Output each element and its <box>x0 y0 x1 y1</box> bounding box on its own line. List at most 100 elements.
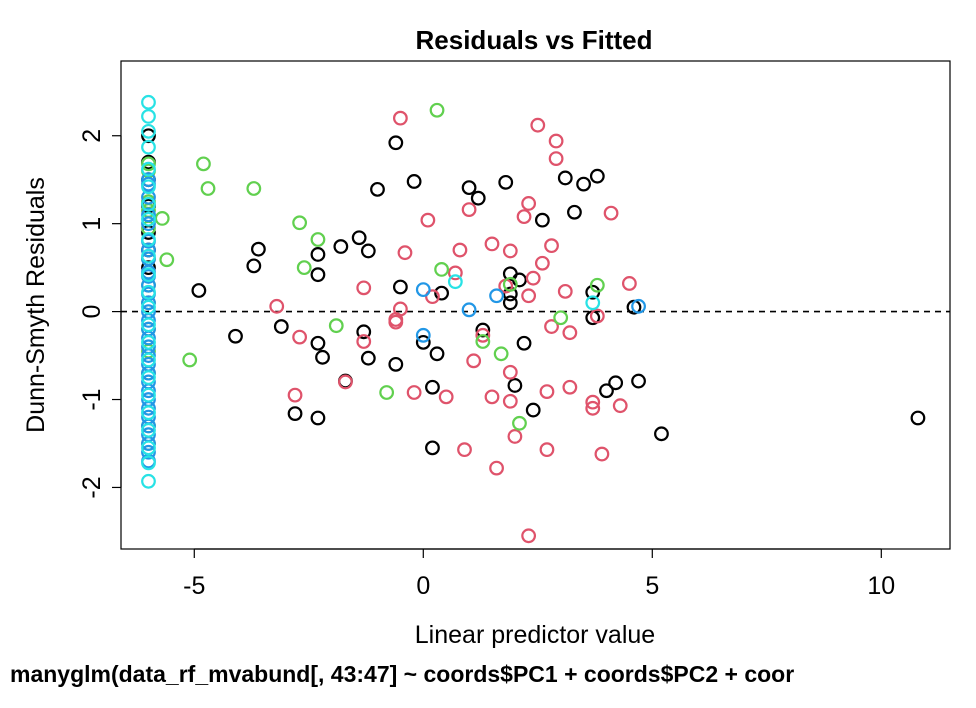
data-point <box>310 232 326 247</box>
data-point <box>489 460 504 476</box>
data-point <box>539 384 555 400</box>
data-point <box>360 350 376 366</box>
data-point <box>447 265 463 281</box>
data-point <box>228 328 243 344</box>
data-point <box>585 400 601 416</box>
data-point <box>498 174 514 190</box>
data-point <box>461 180 477 196</box>
data-point <box>141 207 156 223</box>
points-layer <box>141 94 926 544</box>
data-point <box>141 422 156 438</box>
data-point <box>141 179 156 195</box>
data-point <box>425 440 440 456</box>
data-point <box>141 108 156 124</box>
chart-title: Residuals vs Fitted <box>416 25 653 55</box>
data-point <box>406 385 422 400</box>
data-point <box>315 349 330 365</box>
data-point <box>576 176 591 192</box>
data-point <box>599 383 614 399</box>
series-5 <box>141 94 601 489</box>
data-point <box>521 288 537 304</box>
data-point <box>141 161 156 177</box>
data-point <box>603 205 619 221</box>
data-point <box>379 385 395 400</box>
data-point <box>589 308 605 324</box>
series-2 <box>269 110 637 544</box>
data-point <box>141 242 156 258</box>
data-point <box>516 209 532 225</box>
data-point <box>425 289 440 305</box>
data-point <box>557 170 573 186</box>
data-point <box>310 267 326 283</box>
data-point <box>310 247 326 262</box>
data-point <box>589 168 605 184</box>
data-point <box>910 410 926 426</box>
data-point <box>356 280 372 296</box>
data-point <box>392 279 408 295</box>
data-point <box>141 196 156 212</box>
plot-frame <box>120 60 951 550</box>
x-tick-label: 5 <box>645 572 659 600</box>
data-point <box>631 373 646 389</box>
data-point <box>141 334 156 350</box>
data-point <box>141 295 156 311</box>
data-point <box>420 212 436 228</box>
data-point <box>196 156 211 172</box>
data-point <box>310 335 326 351</box>
data-point <box>539 442 555 458</box>
data-point <box>141 248 156 264</box>
data-point <box>493 346 509 362</box>
data-point <box>141 455 156 471</box>
data-point <box>310 410 326 426</box>
data-point <box>141 370 156 385</box>
y-tick-label: -1 <box>78 388 106 410</box>
data-point <box>182 352 198 368</box>
data-point <box>461 302 477 318</box>
data-point <box>141 440 156 456</box>
data-point <box>502 393 518 409</box>
data-point <box>631 298 646 314</box>
data-point <box>141 352 156 368</box>
data-point <box>141 444 156 460</box>
data-point <box>351 230 367 246</box>
data-point <box>287 387 303 403</box>
y-tick-label: -2 <box>78 476 106 498</box>
data-point <box>356 324 372 340</box>
data-point <box>525 402 541 418</box>
y-axis: -2 -1 0 1 2 <box>78 129 122 499</box>
data-point <box>388 356 404 372</box>
data-point <box>502 276 518 292</box>
data-point <box>292 329 308 345</box>
data-point <box>154 210 170 226</box>
data-point <box>502 243 518 259</box>
data-point <box>246 258 262 274</box>
model-formula-caption: manyglm(data_rf_mvabund[, 43:47] ~ coord… <box>10 661 794 687</box>
data-point <box>594 446 610 462</box>
data-point <box>388 135 404 151</box>
data-point <box>141 387 156 403</box>
data-point <box>534 212 550 228</box>
data-point <box>507 429 523 444</box>
data-point <box>292 215 308 231</box>
data-point <box>141 317 156 333</box>
data-point <box>548 151 564 167</box>
data-point <box>141 232 156 247</box>
data-point <box>562 379 578 395</box>
data-point <box>141 123 156 139</box>
data-point <box>273 319 289 334</box>
data-point <box>447 274 463 290</box>
data-point <box>141 211 156 227</box>
x-axis: -5 0 5 10 <box>183 548 895 600</box>
y-axis-title: Dunn-Smyth Residuals <box>22 177 50 433</box>
data-point <box>141 156 156 172</box>
data-point <box>475 322 491 338</box>
data-point <box>507 378 523 393</box>
data-point <box>475 334 491 349</box>
data-point <box>141 299 156 315</box>
data-point <box>425 379 440 395</box>
data-point <box>191 283 207 298</box>
data-point <box>484 236 500 252</box>
data-point <box>434 261 450 277</box>
data-point <box>470 190 486 206</box>
